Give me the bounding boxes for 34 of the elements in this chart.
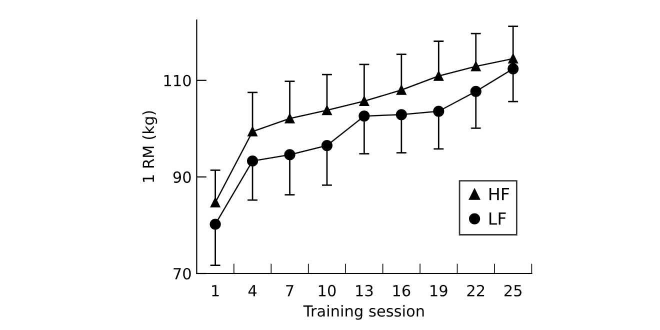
point (470, 86, 482, 98)
point (508, 63, 519, 74)
y-tick-label: 70 (174, 268, 191, 280)
point (358, 110, 370, 122)
x-tick-label: 25 (504, 284, 522, 296)
x-tick-label: 13 (356, 284, 373, 296)
point (210, 198, 220, 208)
point (246, 155, 258, 167)
y-tick-label: 110 (164, 74, 191, 86)
point (396, 109, 407, 120)
x-tick-label: 19 (430, 284, 448, 296)
y-axis-title: 1 RM (kg) (142, 111, 158, 182)
x-tick-label: 1 (212, 285, 219, 296)
point (248, 126, 258, 136)
y-tick-label: 90 (173, 171, 191, 183)
point (322, 105, 332, 116)
legend-label: HF (490, 188, 510, 200)
point (284, 149, 296, 160)
x-axis-title: Training session (303, 304, 424, 320)
legend-label: LF (490, 212, 506, 225)
x-tick-label: 4 (248, 285, 257, 296)
point (471, 61, 481, 72)
x-tick-label: 10 (318, 284, 336, 296)
point (396, 85, 406, 95)
point (284, 114, 295, 124)
point (433, 106, 444, 117)
point (434, 71, 444, 81)
x-tick-label: 22 (467, 284, 484, 296)
x-tick-label: 16 (393, 284, 410, 296)
point (359, 96, 370, 106)
point (321, 140, 333, 152)
point (210, 218, 221, 230)
x-tick-label: 7 (286, 285, 294, 296)
point (508, 54, 518, 64)
